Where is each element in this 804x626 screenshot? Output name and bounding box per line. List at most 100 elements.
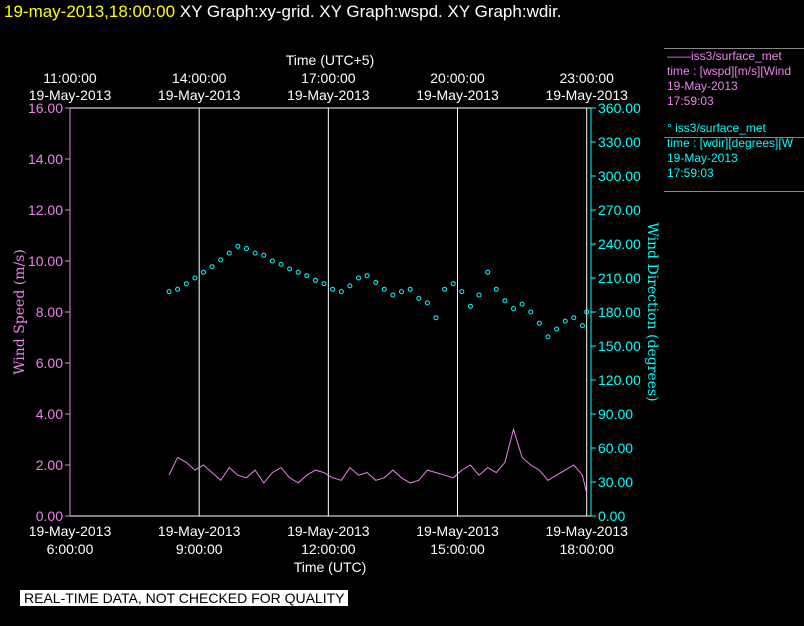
legend-date: 19-May-2013 [667,79,738,93]
x-tick-label-time: 15:00:00 [430,541,485,557]
y-tick-label: 6.00 [36,355,63,371]
legend-series-name: ° iss3/surface_met [667,121,766,135]
wind-direction-point [571,315,577,321]
y2-tick-label: 60.00 [598,440,633,456]
wind-direction-point [579,323,585,329]
x2-tick-label-time: 11:00:00 [43,70,97,86]
y2-tick-label: 120.00 [598,372,641,388]
wind-direction-point [226,250,232,256]
wind-direction-point [493,286,499,292]
wind-direction-point [312,277,318,283]
axis-ticks: 19-May-2013 6:00:00 19-May-2013 9:00:00 19-M… [28,70,641,557]
wind-direction-point [407,286,413,292]
y-tick-label: 14.00 [28,151,63,167]
wind-direction-point [209,264,215,270]
wind-direction-point [485,269,491,275]
wind-direction-point [356,275,361,281]
plot-frame [69,107,592,517]
wind-direction-point [364,273,370,279]
legend-entry-wdir: ° iss3/surface_met time : [wdir][degrees… [664,121,804,192]
wind-direction-point [424,300,430,306]
x-tick-label-date: 19-May-2013 [287,523,370,539]
legend-time: 17:59:03 [667,166,714,180]
y2-tick-label: 300.00 [598,168,641,184]
wind-direction-point [175,286,181,292]
y2-tick-label: 90.00 [598,406,633,422]
wind-direction-point [545,334,551,340]
y2-tick-label: 150.00 [598,338,641,354]
wind-direction-point [554,326,560,332]
chart-title: 19-may-2013,18:00:00 XY Graph:xy-grid. X… [4,2,562,22]
x-tick-label-time: 12:00:00 [301,541,356,557]
wind-direction-point [442,286,448,292]
wind-direction-point [183,281,189,287]
wind-direction-point [252,250,258,256]
y-tick-label: 4.00 [36,406,63,422]
wind-direction-point [347,283,353,289]
x-tick-label-time: 18:00:00 [559,541,614,557]
wind-direction-point [584,309,590,315]
wind-direction-point [511,306,516,312]
legend-date: 19-May-2013 [667,151,738,165]
wind-direction-point [269,258,275,264]
wind-direction-point [459,289,465,295]
wind-direction-point [321,281,327,287]
legend-time: 17:59:03 [667,94,714,108]
y2-tick-label: 180.00 [598,304,641,320]
x2-axis-label: Time (UTC+5) [286,52,375,68]
x-tick-label-date: 19-May-2013 [545,523,628,539]
wind-direction-point [381,286,387,292]
x2-tick-label-date: 19-May-2013 [29,87,112,103]
y2-tick-label: 270.00 [598,202,641,218]
y2-tick-label: 360.00 [598,100,641,116]
wind-direction-point [235,243,241,249]
wind-direction-point [502,298,508,304]
x-tick-label-date: 19-May-2013 [158,523,241,539]
x2-tick-label-date: 19-May-2013 [545,87,628,103]
wind-direction-point [416,295,422,301]
wind-direction-point [278,261,284,267]
wind-direction-point [373,280,379,285]
wind-direction-point [399,289,404,295]
wind-direction-point [201,269,206,275]
wind-direction-point [330,286,336,292]
y-tick-label: 8.00 [36,304,63,320]
wind-direction-point [433,315,439,321]
x-axis-label: Time (UTC) [294,559,367,575]
wind-direction-point [390,292,396,298]
x2-tick-label-time: 20:00:00 [430,70,485,86]
quality-disclaimer: REAL-TIME DATA, NOT CHECKED FOR QUALITY [20,590,349,606]
legend-variable: time : [wspd][m/s][Wind [667,64,792,78]
x-tick-label-time: 9:00:00 [176,541,223,557]
legend-series-name: ——iss3/surface_met [667,49,782,63]
wind-direction-point [295,269,301,275]
wind-direction-point [562,318,568,324]
title-graph-names: XY Graph:xy-grid. XY Graph:wspd. XY Grap… [175,2,562,21]
x-tick-label-date: 19-May-2013 [416,523,499,539]
wind-direction-point [450,281,456,287]
wind-direction-point [218,257,224,263]
x2-tick-label-date: 19-May-2013 [158,87,241,103]
wind-direction-point [338,289,344,295]
x-tick-label-time: 6:00:00 [47,541,94,557]
series [166,243,590,494]
y-tick-label: 0.00 [36,508,63,524]
wind-direction-point [304,273,310,279]
wind-direction-point [287,266,293,272]
y2-tick-label: 210.00 [598,270,641,286]
x2-tick-label-time: 17:00:00 [301,70,356,86]
wind-direction-point [519,301,525,307]
wind-direction-point [166,289,172,295]
wind-speed-line [168,427,588,494]
wind-direction-point [244,246,249,251]
vertical-grid [198,108,588,516]
wind-direction-point [476,292,482,298]
wind-direction-point [528,309,534,315]
x-tick-label-date: 19-May-2013 [29,523,112,539]
wind-direction-point [192,275,198,281]
title-date: 19-may-2013,18:00:00 [4,2,176,21]
x2-tick-label-date: 19-May-2013 [416,87,499,103]
y2-tick-label: 30.00 [598,474,633,490]
wind-direction-point [536,320,542,326]
